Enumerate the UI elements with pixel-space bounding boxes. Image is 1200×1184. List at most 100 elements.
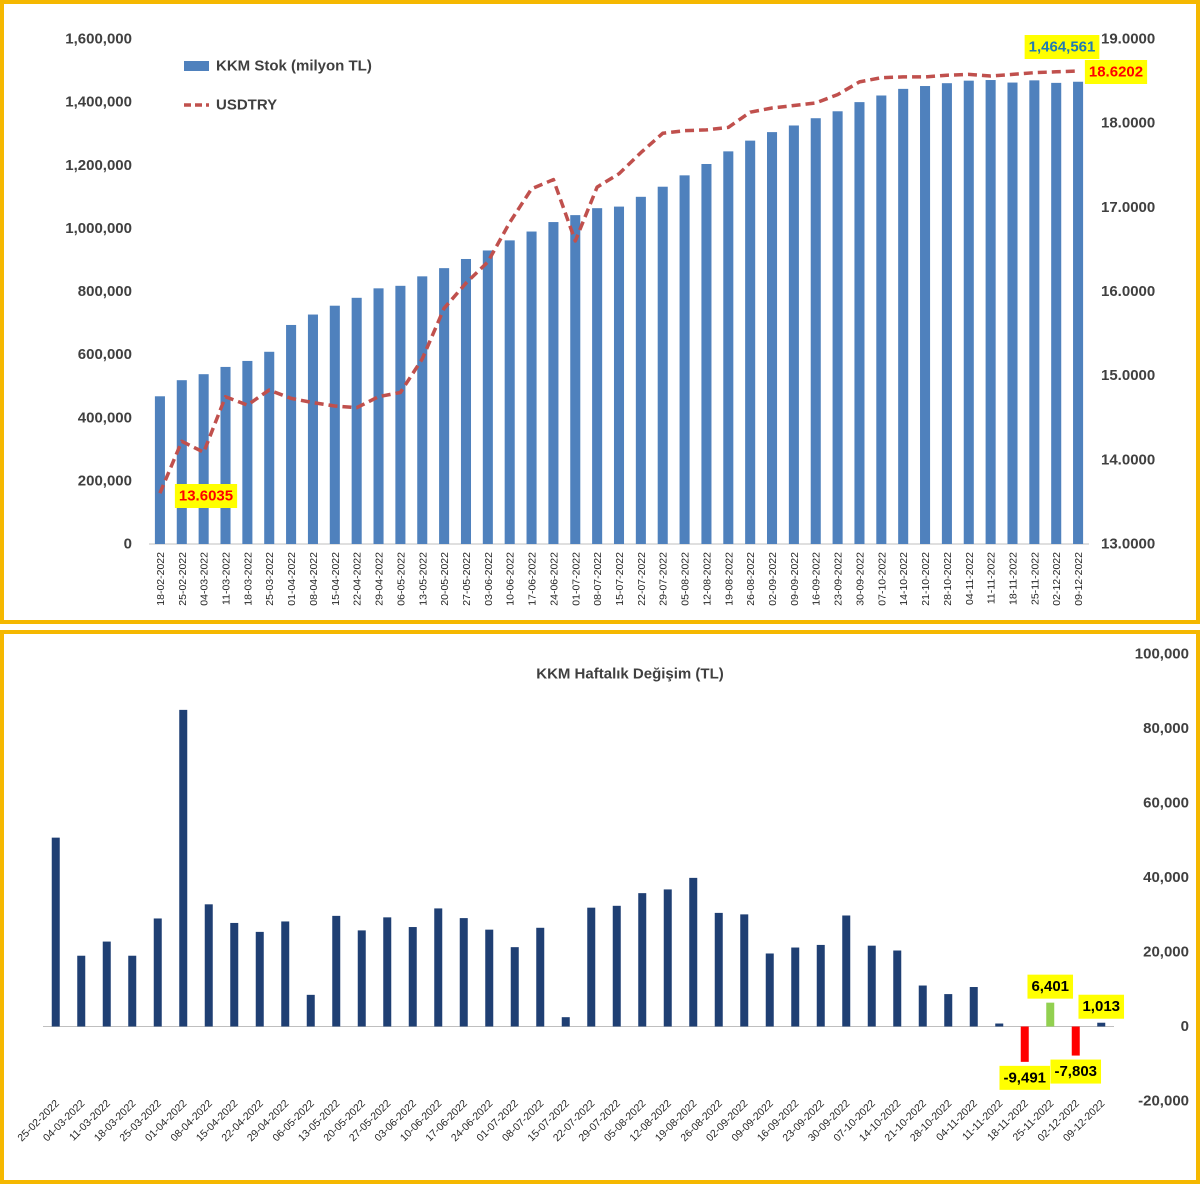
weekly-change-bar [714, 912, 723, 1027]
value-callout: -7,803 [1050, 1059, 1102, 1084]
kkm-stock-bar [482, 250, 493, 544]
x-tick-label: 13-05-2022 [417, 552, 429, 606]
weekly-change-bar [383, 917, 392, 1027]
y-right-tick: 17.0000 [1101, 199, 1155, 216]
weekly-change-bar [536, 927, 545, 1027]
x-tick-label: 19-08-2022 [723, 552, 735, 606]
x-tick-label: 10-06-2022 [505, 552, 517, 606]
x-tick-label: 21-10-2022 [920, 552, 932, 606]
kkm-stock-bar [920, 86, 931, 544]
x-tick-label: 09-12-2022 [1073, 552, 1085, 606]
weekly-change-bar [867, 945, 876, 1027]
y-tick: -20,000 [1138, 1093, 1189, 1110]
weekly-change-bar [255, 931, 264, 1027]
kkm-stock-bar [526, 231, 537, 544]
kkm-stock-bar [220, 366, 231, 544]
x-tick-label: 14-10-2022 [898, 552, 910, 606]
weekly-change-bar [153, 918, 162, 1027]
kkm-stock-bar [1029, 80, 1040, 545]
weekly-change-bar [230, 922, 239, 1027]
y-left-tick: 800,000 [78, 283, 132, 300]
legend-kkm-label: KKM Stok (milyon TL) [216, 58, 372, 75]
x-tick-label: 05-08-2022 [680, 552, 692, 606]
weekly-change-bar [1097, 1022, 1106, 1027]
kkm-stock-bar [373, 288, 384, 544]
y-left-tick: 600,000 [78, 346, 132, 363]
value-callout-box [1078, 994, 1125, 1019]
weekly-change-bar [969, 987, 978, 1027]
weekly-change-bar [459, 918, 468, 1027]
x-tick-label: 15-04-2022 [330, 552, 342, 606]
kkm-stock-bar [329, 305, 340, 544]
weekly-change-bar [204, 904, 213, 1027]
value-callout-label: -7,803 [1054, 1063, 1097, 1080]
x-tick-label: 17-06-2022 [527, 552, 539, 606]
x-tick-label: 22-07-2022 [636, 552, 648, 606]
kkm-stock-bar [745, 140, 756, 544]
kkm-stock-bar [854, 102, 865, 544]
value-callout-label: 1,013 [1082, 998, 1120, 1015]
kkm-stock-bar [1007, 82, 1018, 545]
kkm-stock-bar [264, 351, 275, 544]
x-tick-label: 04-03-2022 [199, 552, 211, 606]
x-tick-label: 01-04-2022 [286, 552, 298, 606]
kkm-stock-bar [810, 118, 821, 545]
kkm-stock-bar [832, 111, 843, 544]
y-right-tick: 15.0000 [1101, 367, 1155, 384]
kkm-stock-bar [635, 196, 646, 544]
kkm-stock-bar [788, 125, 799, 544]
weekly-change-bar [51, 837, 60, 1027]
y-tick: 60,000 [1143, 795, 1189, 812]
weekly-change-bar [332, 915, 341, 1027]
x-tick-label: 22-04-2022 [352, 552, 364, 606]
x-tick-label: 07-10-2022 [876, 552, 888, 606]
last-usdtry-callout-box [1084, 60, 1148, 84]
y-tick: 0 [1181, 1018, 1189, 1035]
kkm-stock-bar [154, 396, 165, 544]
kkm-stock-bar [198, 374, 209, 544]
x-tick-label: 08-04-2022 [308, 552, 320, 606]
legend-bar-swatch [184, 61, 209, 71]
weekly-change-bar [638, 893, 647, 1027]
x-tick-label: 20-05-2022 [439, 552, 451, 606]
weekly-change-bar [77, 955, 86, 1027]
weekly-change-bar [102, 941, 111, 1027]
kkm-stock-bar [723, 151, 734, 545]
weekly-change-bar [918, 985, 927, 1027]
x-tick-label: 01-07-2022 [570, 552, 582, 606]
weekly-change-bar [1046, 1002, 1055, 1027]
x-tick-label: 25-11-2022 [1029, 552, 1041, 605]
kkm-stock-bar [439, 268, 450, 544]
x-tick-label: 23-09-2022 [833, 552, 845, 606]
weekly-change-bar [791, 947, 800, 1027]
x-tick-label: 12-08-2022 [701, 552, 713, 606]
kkm-stock-bar [613, 206, 625, 545]
kkm-stock-bar [592, 208, 603, 545]
weekly-change-bar [816, 944, 825, 1027]
weekly-change-bar [1020, 1026, 1029, 1062]
kkm-stock-bar [1073, 81, 1084, 545]
x-tick-label: 15-07-2022 [614, 552, 626, 606]
weekly-change-bar [663, 889, 672, 1027]
first-usdtry-callout-box [174, 484, 238, 508]
last-usdtry-callout: 18.6202 [1084, 60, 1148, 84]
weekly-change-bar [561, 1017, 570, 1027]
y-left-tick: 1,600,000 [65, 31, 132, 48]
x-tick-label: 29-07-2022 [658, 552, 670, 606]
x-tick-label: 02-09-2022 [767, 552, 779, 606]
legend-usdtry-label: USDTRY [216, 97, 277, 114]
x-tick-label: 25-03-2022 [264, 552, 276, 606]
y-right-tick: 14.0000 [1101, 451, 1155, 468]
y-left-tick: 400,000 [78, 409, 132, 426]
value-callout: 6,401 [1027, 974, 1074, 999]
weekly-change-bar [765, 953, 774, 1027]
y-left-tick: 1,200,000 [65, 157, 132, 174]
first-usdtry-callout-label: 13.6035 [179, 488, 233, 505]
value-callout: 1,013 [1078, 994, 1125, 1019]
last-stock-callout-label: 1,464,561 [1029, 39, 1096, 56]
x-tick-label: 06-05-2022 [395, 552, 407, 606]
weekly-change-bar [893, 950, 902, 1027]
kkm-weekly-change-chart: KKM Haftalık Değişim (TL) -20,000 0 20,000 4… [15, 646, 1189, 1145]
chart-title: KKM Haftalık Değişim (TL) [536, 666, 724, 683]
y-left-tick: 1,000,000 [65, 220, 132, 237]
